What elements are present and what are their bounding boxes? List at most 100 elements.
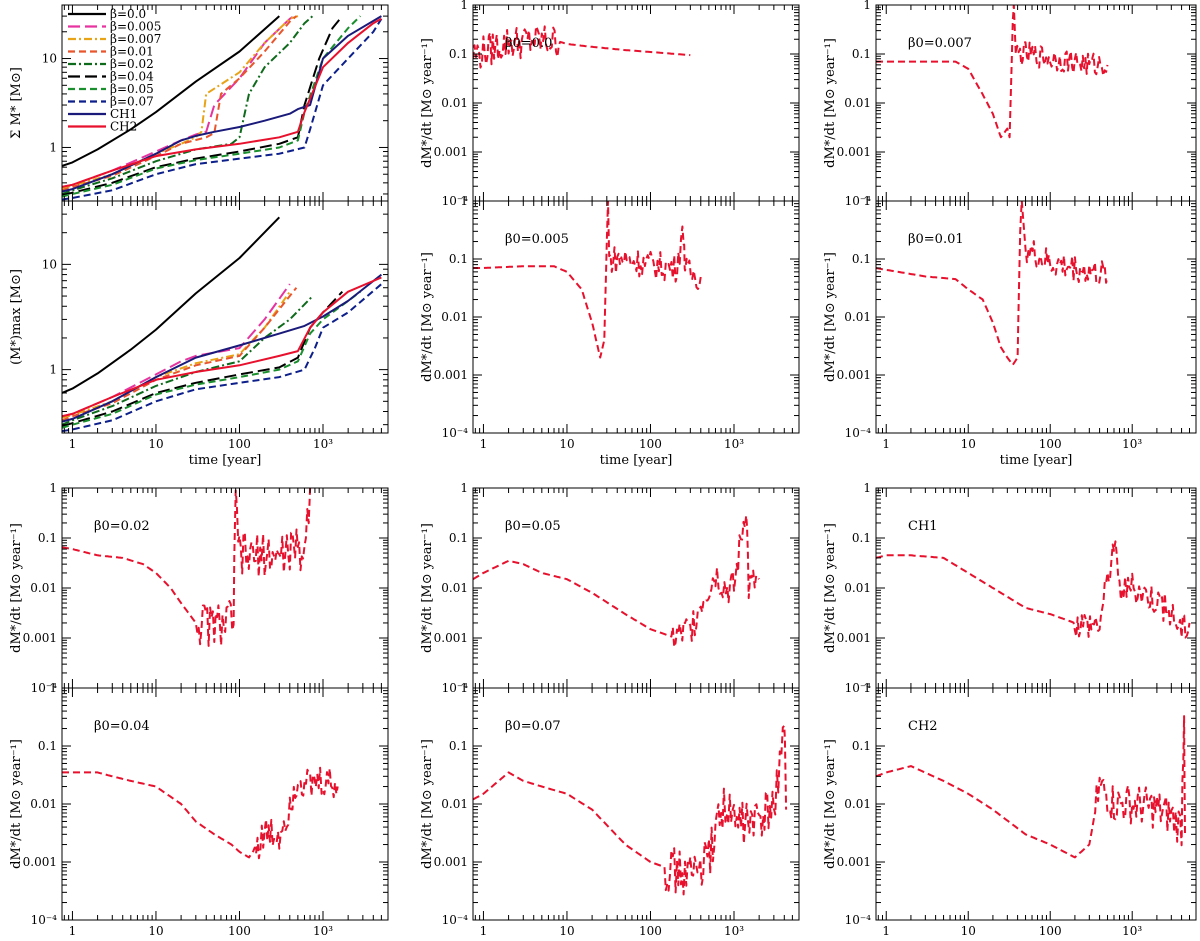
y-axis-label: Σ M* [M⊙] [9, 67, 24, 139]
x-tick-label: 100 [1039, 437, 1062, 451]
y-tick-label: 0.001 [23, 631, 57, 645]
series-line-10 [62, 17, 382, 188]
series-group [473, 201, 702, 359]
y-tick-label: 0.01 [844, 797, 871, 811]
series-group [62, 488, 312, 647]
series-group [876, 715, 1186, 859]
x-tick-label: 10 [961, 437, 976, 451]
x-tick-label: 10 [148, 437, 163, 451]
y-axis-label: dM*/dt [M⊙ year⁻¹] [9, 739, 24, 869]
x-axis-label: time [year] [1000, 453, 1073, 468]
series-line-1 [473, 514, 760, 649]
x-tick-label: 10³ [1122, 437, 1142, 451]
y-tick-label: 0.001 [23, 855, 57, 869]
y-tick-label: 1 [863, 481, 871, 495]
panel-p3: 10⁻⁴ 0.001 0.01 0.1 1 dM*/dt [M⊙ year⁻¹] β0=0.… [420, 0, 800, 208]
y-tick-label: 0.01 [441, 797, 468, 811]
y-tick-label: 0.01 [844, 96, 871, 110]
series-line-9 [62, 273, 383, 423]
plot-frame [472, 4, 800, 202]
y-tick-label: 0.001 [837, 145, 871, 159]
legend-label: β=0.07 [110, 95, 154, 109]
series-line-1 [62, 766, 339, 860]
x-tick-label: 10³ [313, 924, 333, 938]
series-line-1 [62, 488, 312, 647]
series-group [473, 724, 788, 896]
panel-annotation: β0=0.0 [505, 36, 552, 51]
x-axis-label: time [year] [600, 453, 673, 468]
x-tick-label: 1 [480, 437, 488, 451]
y-axis-label: dM*/dt [M⊙ year⁻¹] [823, 523, 838, 653]
series-line-10 [62, 276, 382, 418]
y-tick-label: 1 [863, 0, 871, 12]
x-tick-label: 100 [1039, 924, 1062, 938]
series-group [876, 540, 1191, 639]
series-line-1 [473, 201, 702, 359]
x-tick-label: 10 [148, 924, 163, 938]
series-line-7 [62, 290, 361, 429]
x-tick-label: 10³ [1122, 924, 1142, 938]
plot-frame [61, 487, 389, 689]
x-tick-label: 10³ [724, 924, 744, 938]
series-line-1 [876, 540, 1191, 639]
x-tick-label: 100 [639, 437, 662, 451]
x-axis-label: time [year] [189, 453, 262, 468]
y-tick-label: 10⁻⁴ [442, 681, 469, 695]
x-tick-label: 1 [69, 924, 77, 938]
y-tick-label: 1 [49, 140, 57, 154]
y-tick-label: 0.01 [441, 310, 468, 324]
legend: β=0.0β=0.005β=0.007β=0.01β=0.02β=0.04β=0… [68, 7, 161, 134]
x-tick-label: 10 [559, 437, 574, 451]
series-group [62, 766, 339, 860]
x-tick-label: 100 [228, 437, 251, 451]
y-tick-label: 10⁻⁴ [31, 913, 58, 927]
y-tick-label: 0.001 [434, 368, 468, 382]
y-tick-label: 0.001 [434, 145, 468, 159]
x-tick-label: 10³ [724, 437, 744, 451]
y-tick-label: 10⁻⁴ [845, 681, 872, 695]
panel-p2: 1 10 1 10 100 10³ time [year] (M*)max [M⊙] [9, 200, 389, 468]
y-tick-label: 10⁻⁴ [442, 426, 469, 440]
panel-p11: 10⁻⁴ 0.001 0.01 0.1 1 dM*/dt [M⊙ year⁻¹] CH1 [823, 481, 1197, 695]
y-tick-label: 0.001 [837, 855, 871, 869]
legend-label: β=0.007 [110, 32, 161, 46]
panel-p4: 10⁻⁴ 0.001 0.01 0.1 1 1 10 100 10³ time [year] dM*… [420, 194, 800, 468]
y-tick-label: 0.001 [837, 631, 871, 645]
y-tick-label: 0.1 [449, 739, 468, 753]
y-tick-label: 10⁻⁴ [845, 913, 872, 927]
panel-p7: 10⁻⁴ 0.001 0.01 0.1 1 dM*/dt [M⊙ year⁻¹] β0=0.… [9, 481, 389, 695]
series-line-8 [62, 283, 383, 433]
y-tick-label: 1 [460, 0, 468, 12]
panel-annotation: β0=0.005 [505, 232, 569, 247]
panel-p5: 10⁻⁴ 0.001 0.01 0.1 1 dM*/dt [M⊙ year⁻¹] β0=0.… [823, 0, 1197, 208]
series-group [876, 5, 1109, 139]
x-tick-label: 1 [69, 437, 77, 451]
series-group [62, 15, 383, 201]
y-tick-label: 10 [42, 52, 57, 66]
series-line-2 [62, 283, 291, 418]
y-tick-label: 10⁻⁴ [845, 426, 872, 440]
panel-annotation: CH1 [908, 519, 938, 534]
y-axis-label: dM*/dt [M⊙ year⁻¹] [420, 523, 435, 653]
series-line-4 [62, 287, 298, 422]
y-axis-label: (M*)max [M⊙] [9, 269, 24, 365]
y-tick-label: 0.1 [449, 252, 468, 266]
y-tick-label: 0.001 [434, 631, 468, 645]
plot-frame [875, 487, 1197, 689]
legend-label: CH1 [110, 107, 137, 121]
plot-frame [61, 200, 389, 434]
y-axis-label: dM*/dt [M⊙ year⁻¹] [420, 739, 435, 869]
legend-label: β=0.005 [110, 20, 161, 34]
y-tick-label: 10⁻⁴ [845, 194, 872, 208]
y-axis-label: dM*/dt [M⊙ year⁻¹] [823, 38, 838, 168]
panel-annotation: β0=0.05 [505, 519, 561, 534]
legend-label: β=0.05 [110, 82, 154, 96]
y-tick-label: 0.1 [449, 47, 468, 61]
x-tick-label: 1 [882, 437, 890, 451]
series-line-6 [62, 291, 344, 428]
series-line-1 [473, 25, 691, 69]
series-group [876, 201, 1109, 366]
panel-p1: 1 10 Σ M* [M⊙] β=0.0β=0.005β=0.007β=0.01β=0… [9, 4, 389, 202]
